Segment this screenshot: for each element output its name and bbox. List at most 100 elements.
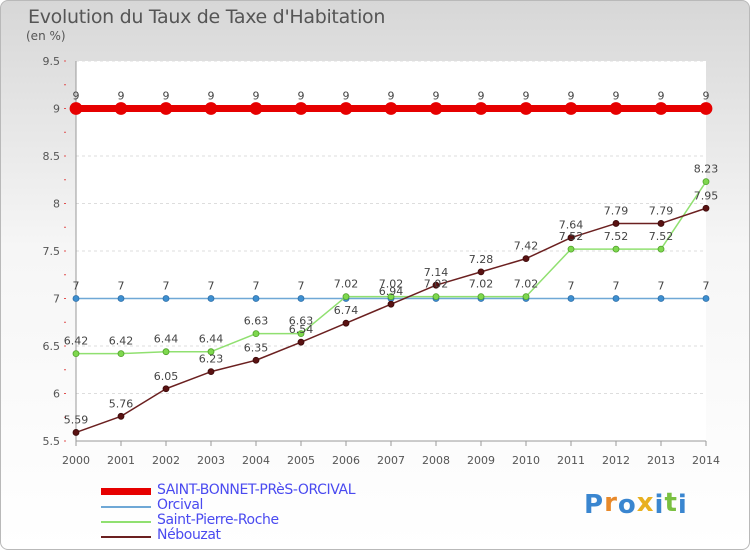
- x-tick-label: 2004: [242, 454, 270, 467]
- series-layer: [69, 102, 713, 436]
- x-tick-label: 2014: [692, 454, 720, 467]
- x-tick-label: 2013: [647, 454, 675, 467]
- data-label: 7: [118, 280, 125, 293]
- data-label: 9: [613, 90, 620, 103]
- x-tick-label: 2005: [287, 454, 315, 467]
- data-label: 8.23: [694, 163, 719, 176]
- data-label: 7: [73, 280, 80, 293]
- legend-swatch: [101, 521, 151, 523]
- data-label: 7.02: [469, 278, 494, 291]
- legend-swatch: [101, 536, 151, 538]
- x-tick-label: 2000: [62, 454, 90, 467]
- data-point: [159, 102, 173, 115]
- data-point: [162, 295, 170, 302]
- data-label: 6.05: [154, 370, 179, 383]
- legend-label: Orcival: [157, 497, 204, 513]
- chart-subtitle: (en %): [26, 29, 66, 43]
- y-tick-label: 7: [53, 293, 60, 306]
- data-label: 6.44: [199, 333, 224, 346]
- data-label: 5.76: [109, 397, 134, 410]
- x-tick-label: 2009: [467, 454, 495, 467]
- data-point: [162, 385, 170, 393]
- data-point: [207, 295, 215, 302]
- data-point: [72, 295, 80, 302]
- data-point: [72, 429, 80, 436]
- data-label: 6.94: [379, 285, 404, 298]
- data-label: 7.02: [424, 278, 449, 291]
- data-label: 9: [208, 90, 215, 103]
- data-point: [117, 350, 125, 358]
- proxiti-logo: Proxiti: [584, 488, 688, 520]
- y-tick-label: 5.5: [43, 435, 61, 448]
- data-point: [339, 102, 353, 115]
- data-point: [114, 102, 128, 115]
- data-point: [69, 102, 83, 115]
- data-point: [207, 368, 215, 376]
- data-point: [432, 293, 440, 301]
- data-point: [612, 245, 620, 253]
- data-label: 9: [253, 90, 260, 103]
- y-tick-label: 6.5: [43, 340, 61, 353]
- x-tick-label: 2008: [422, 454, 450, 467]
- data-point: [567, 295, 575, 302]
- y-tick-label: 8.5: [43, 150, 61, 163]
- data-label: 7.52: [604, 230, 629, 243]
- data-point: [612, 220, 620, 227]
- data-point: [162, 348, 170, 356]
- x-tick-label: 2002: [152, 454, 180, 467]
- data-label: 7.02: [334, 278, 359, 291]
- data-point: [294, 102, 308, 115]
- axis-layer: 5.5 6 6.5 7 7.5 8 8.5 9 9.5 2000 2001 2002 2003 2004 2…: [43, 55, 721, 467]
- data-point: [432, 281, 440, 289]
- data-label: 7.64: [559, 219, 584, 232]
- data-point: [657, 220, 665, 227]
- data-point: [117, 412, 125, 420]
- x-tick-label: 2011: [557, 454, 585, 467]
- chart-title: Evolution du Taux de Taxe d'Habitation: [28, 6, 386, 28]
- data-point: [72, 350, 80, 358]
- data-label: 7.14: [424, 266, 449, 279]
- legend-label: SAINT-BONNET-PRèS-ORCIVAL: [157, 482, 356, 498]
- data-point: [702, 295, 710, 302]
- data-point: [204, 102, 218, 115]
- data-point: [657, 295, 665, 302]
- data-point: [564, 102, 578, 115]
- data-label: 6.42: [64, 335, 89, 348]
- data-point: [477, 268, 485, 276]
- data-label: 6.74: [334, 304, 359, 317]
- data-point: [522, 293, 530, 301]
- data-label: 7.42: [514, 240, 539, 253]
- x-tick-label: 2007: [377, 454, 405, 467]
- data-point: [477, 293, 485, 301]
- legend-swatch: [101, 506, 151, 508]
- data-label: 7.52: [559, 230, 584, 243]
- data-label: 9: [658, 90, 665, 103]
- data-point: [654, 102, 668, 115]
- data-point: [522, 255, 530, 263]
- data-label: 5.59: [64, 413, 89, 426]
- data-label: 7.28: [469, 253, 494, 266]
- data-point: [297, 295, 305, 302]
- x-tick-label: 2006: [332, 454, 360, 467]
- data-label: 6.35: [244, 341, 269, 354]
- data-point: [297, 330, 305, 338]
- data-point: [609, 102, 623, 115]
- data-label: 9: [433, 90, 440, 103]
- data-point: [387, 293, 395, 301]
- data-label: 9: [568, 90, 575, 103]
- data-label: 6.63: [244, 315, 269, 328]
- data-point: [519, 102, 533, 115]
- data-label: 9: [298, 90, 305, 103]
- data-label: 7: [613, 280, 620, 293]
- data-point: [207, 348, 215, 356]
- data-label: 7.52: [649, 230, 674, 243]
- x-tick-label: 2001: [107, 454, 135, 467]
- data-point: [474, 102, 488, 115]
- legend-label: Nébouzat: [157, 527, 221, 543]
- data-label: 9: [523, 90, 530, 103]
- data-label: 9: [388, 90, 395, 103]
- data-label: 6.44: [154, 333, 179, 346]
- data-point: [567, 245, 575, 253]
- data-label: 9: [703, 90, 710, 103]
